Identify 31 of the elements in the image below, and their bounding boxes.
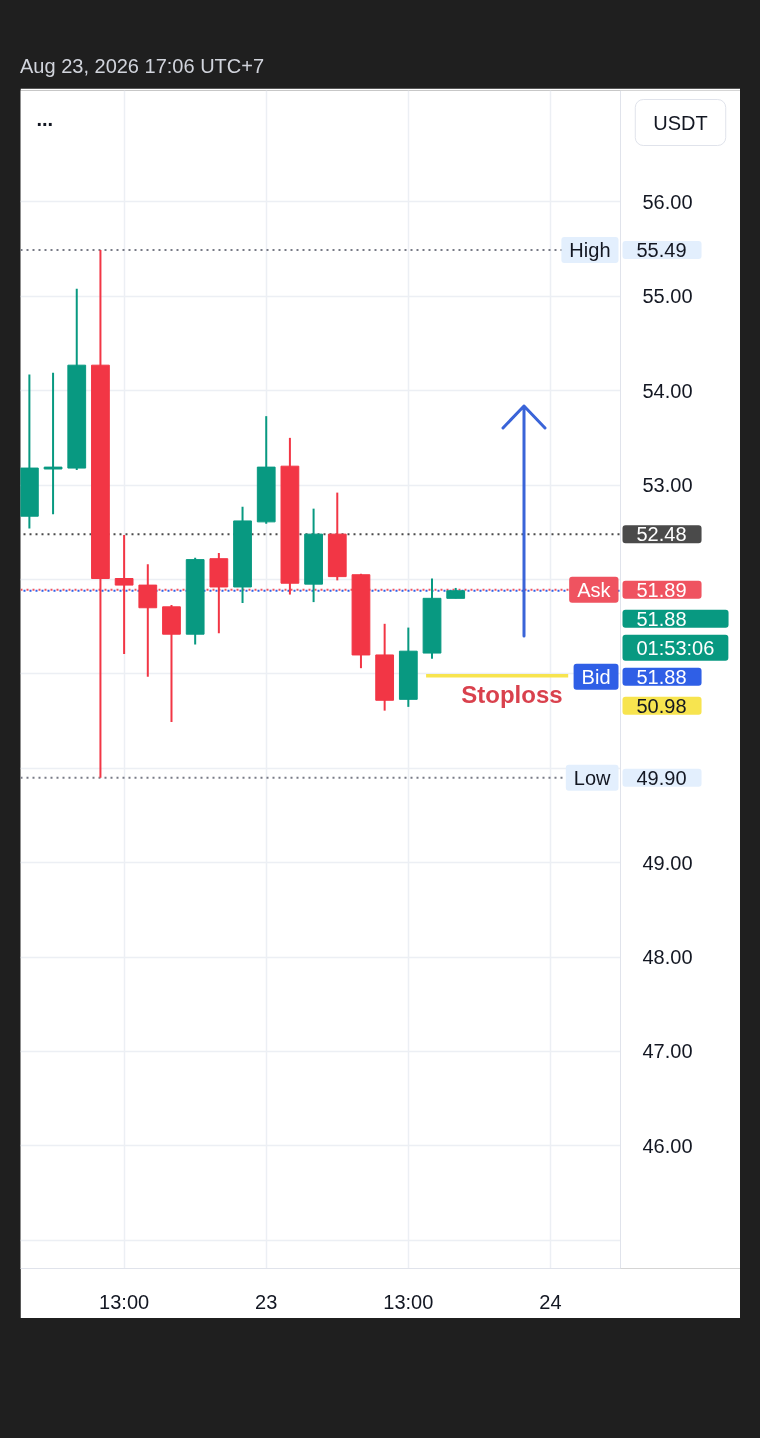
annotation: 51.89 [636,578,687,601]
annotation: 55.49 [636,239,687,262]
candlestick [43,371,63,516]
annotation: 51.88 [636,607,687,630]
chart-title: Aug 23, 2026 17:06 UTC+7 [20,54,265,79]
x-tick-label: 13:00 [99,1290,150,1313]
y-tick-label: 56.00 [642,190,693,213]
annotation: ... [36,107,54,130]
x-tick-label: 24 [539,1290,562,1313]
y-tick-label: 54.00 [642,379,693,402]
annotation: Stoploss [461,680,563,708]
y-tick-label: 55.00 [642,285,693,308]
annotation: 52.48 [636,523,687,546]
text: 50.98 [636,694,687,717]
y-tick-label: 47.00 [642,1040,693,1063]
annotation: 01:53:06 [636,636,715,659]
y-axis-title: USDT [653,111,708,134]
candlestick [138,563,158,678]
text: 51.88 [636,665,687,688]
ref-line-label: High [569,239,611,262]
y-tick-label: 48.00 [642,946,693,969]
ref-line-label: Low [573,766,612,789]
annotation: 49.90 [636,766,687,789]
y-tick-label: 49.00 [642,851,693,874]
x-tick-label: 13:00 [383,1290,434,1313]
x-tick-label: 23 [255,1290,278,1313]
candlestick [114,534,134,656]
legend-label: Bid [581,665,611,688]
ref-line-label: Ask [577,578,612,601]
y-tick-label: 53.00 [642,474,693,497]
y-tick-label: 46.00 [642,1134,693,1157]
